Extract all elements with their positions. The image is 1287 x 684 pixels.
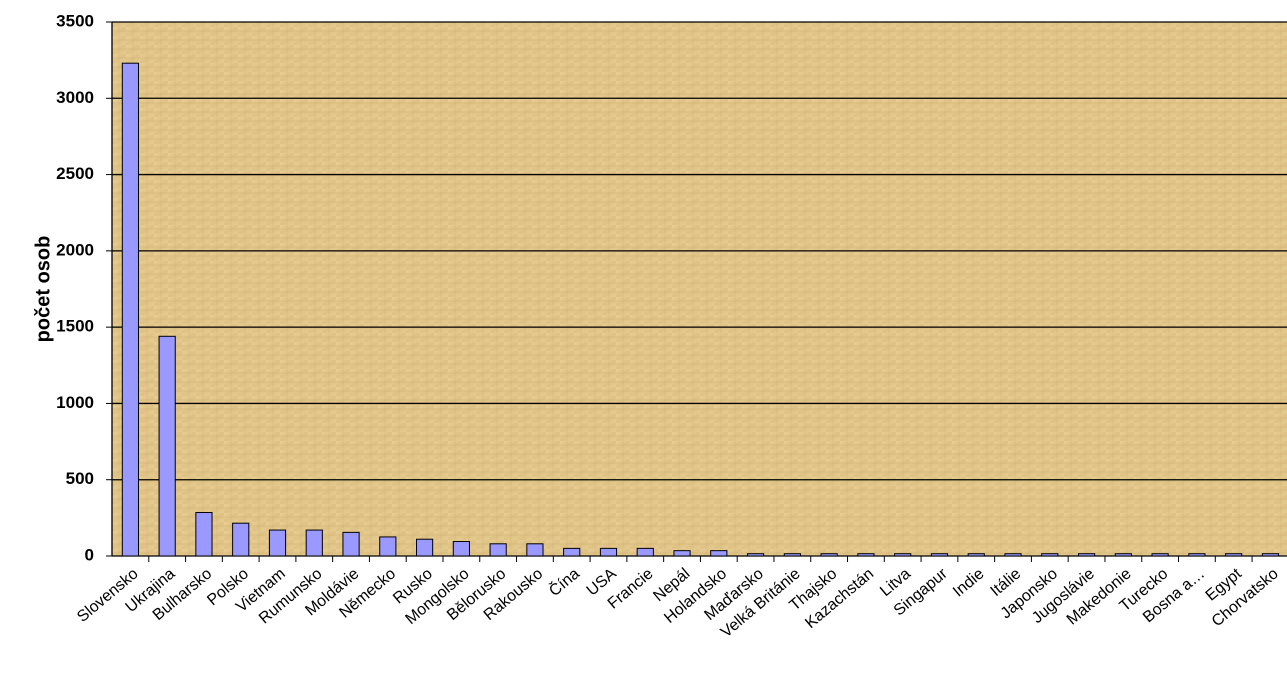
bar: [930, 553, 949, 557]
bar: [416, 538, 434, 557]
bar: [857, 553, 875, 557]
y-tick-label: 0: [85, 545, 94, 564]
bar: [452, 541, 470, 557]
bar: [195, 512, 213, 557]
bar: [1077, 553, 1096, 557]
y-tick-label: 2000: [56, 240, 94, 259]
y-tick-label: 1500: [56, 317, 94, 336]
bar: [1151, 553, 1169, 557]
bar: [746, 553, 765, 557]
bar: [563, 547, 581, 557]
y-tick-label: 3000: [56, 88, 94, 107]
bar: [121, 62, 139, 557]
bar: [820, 553, 838, 557]
bar: [1114, 553, 1132, 557]
bar: [158, 335, 176, 557]
bar: [783, 553, 801, 557]
x-tick-label: Čína: [545, 564, 583, 600]
bar: [526, 543, 544, 557]
bar: [232, 522, 250, 557]
bar: [342, 531, 360, 557]
y-tick-label: 3500: [56, 11, 94, 30]
bar: [1004, 553, 1022, 557]
y-tick-label: 500: [66, 469, 94, 488]
bar: [967, 553, 985, 557]
y-tick-label: 2500: [56, 164, 94, 183]
plot-area: [112, 22, 1287, 556]
x-tick-label: Indie: [950, 565, 988, 600]
bar: [1225, 553, 1243, 557]
bar: [1188, 553, 1206, 557]
bar: [1261, 553, 1280, 557]
bar: [636, 547, 654, 557]
bar: [599, 547, 618, 557]
y-axis-label: počet osob: [32, 236, 54, 343]
bar: [379, 536, 397, 557]
bar: [489, 543, 507, 557]
bar: [268, 529, 287, 557]
bar: [673, 550, 691, 557]
bar: [1041, 553, 1059, 557]
y-tick-label: 1000: [56, 393, 94, 412]
bar: [894, 553, 912, 557]
bar: [710, 550, 728, 557]
bar: [305, 529, 323, 557]
